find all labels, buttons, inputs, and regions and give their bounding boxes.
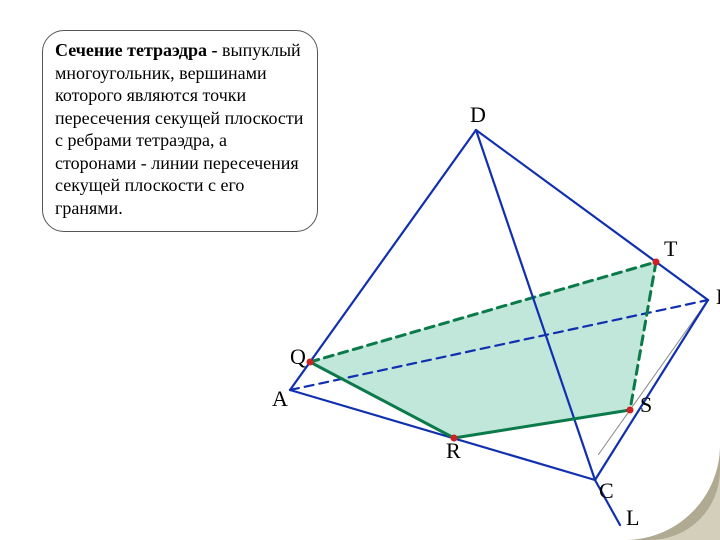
diagram-svg: [260, 80, 720, 520]
point-dot-Q: [307, 359, 314, 366]
tetrahedron-diagram: ABCDLQTRS: [260, 80, 720, 520]
point-label-D: D: [470, 102, 486, 128]
point-label-A: A: [272, 386, 288, 412]
point-label-Q: Q: [290, 344, 306, 370]
point-dot-S: [627, 407, 634, 414]
slide-page: Сечение тетраэдра - выпуклый многоугольн…: [0, 0, 720, 540]
point-label-S: S: [640, 392, 652, 418]
point-label-B: B: [716, 284, 720, 310]
point-label-L: L: [626, 505, 639, 531]
point-label-R: R: [446, 438, 461, 464]
point-label-C: C: [599, 478, 614, 504]
definition-title: Сечение тетраэдра -: [55, 40, 218, 60]
point-dot-T: [653, 259, 660, 266]
point-label-T: T: [664, 236, 677, 262]
edge-D-B: [476, 130, 708, 300]
